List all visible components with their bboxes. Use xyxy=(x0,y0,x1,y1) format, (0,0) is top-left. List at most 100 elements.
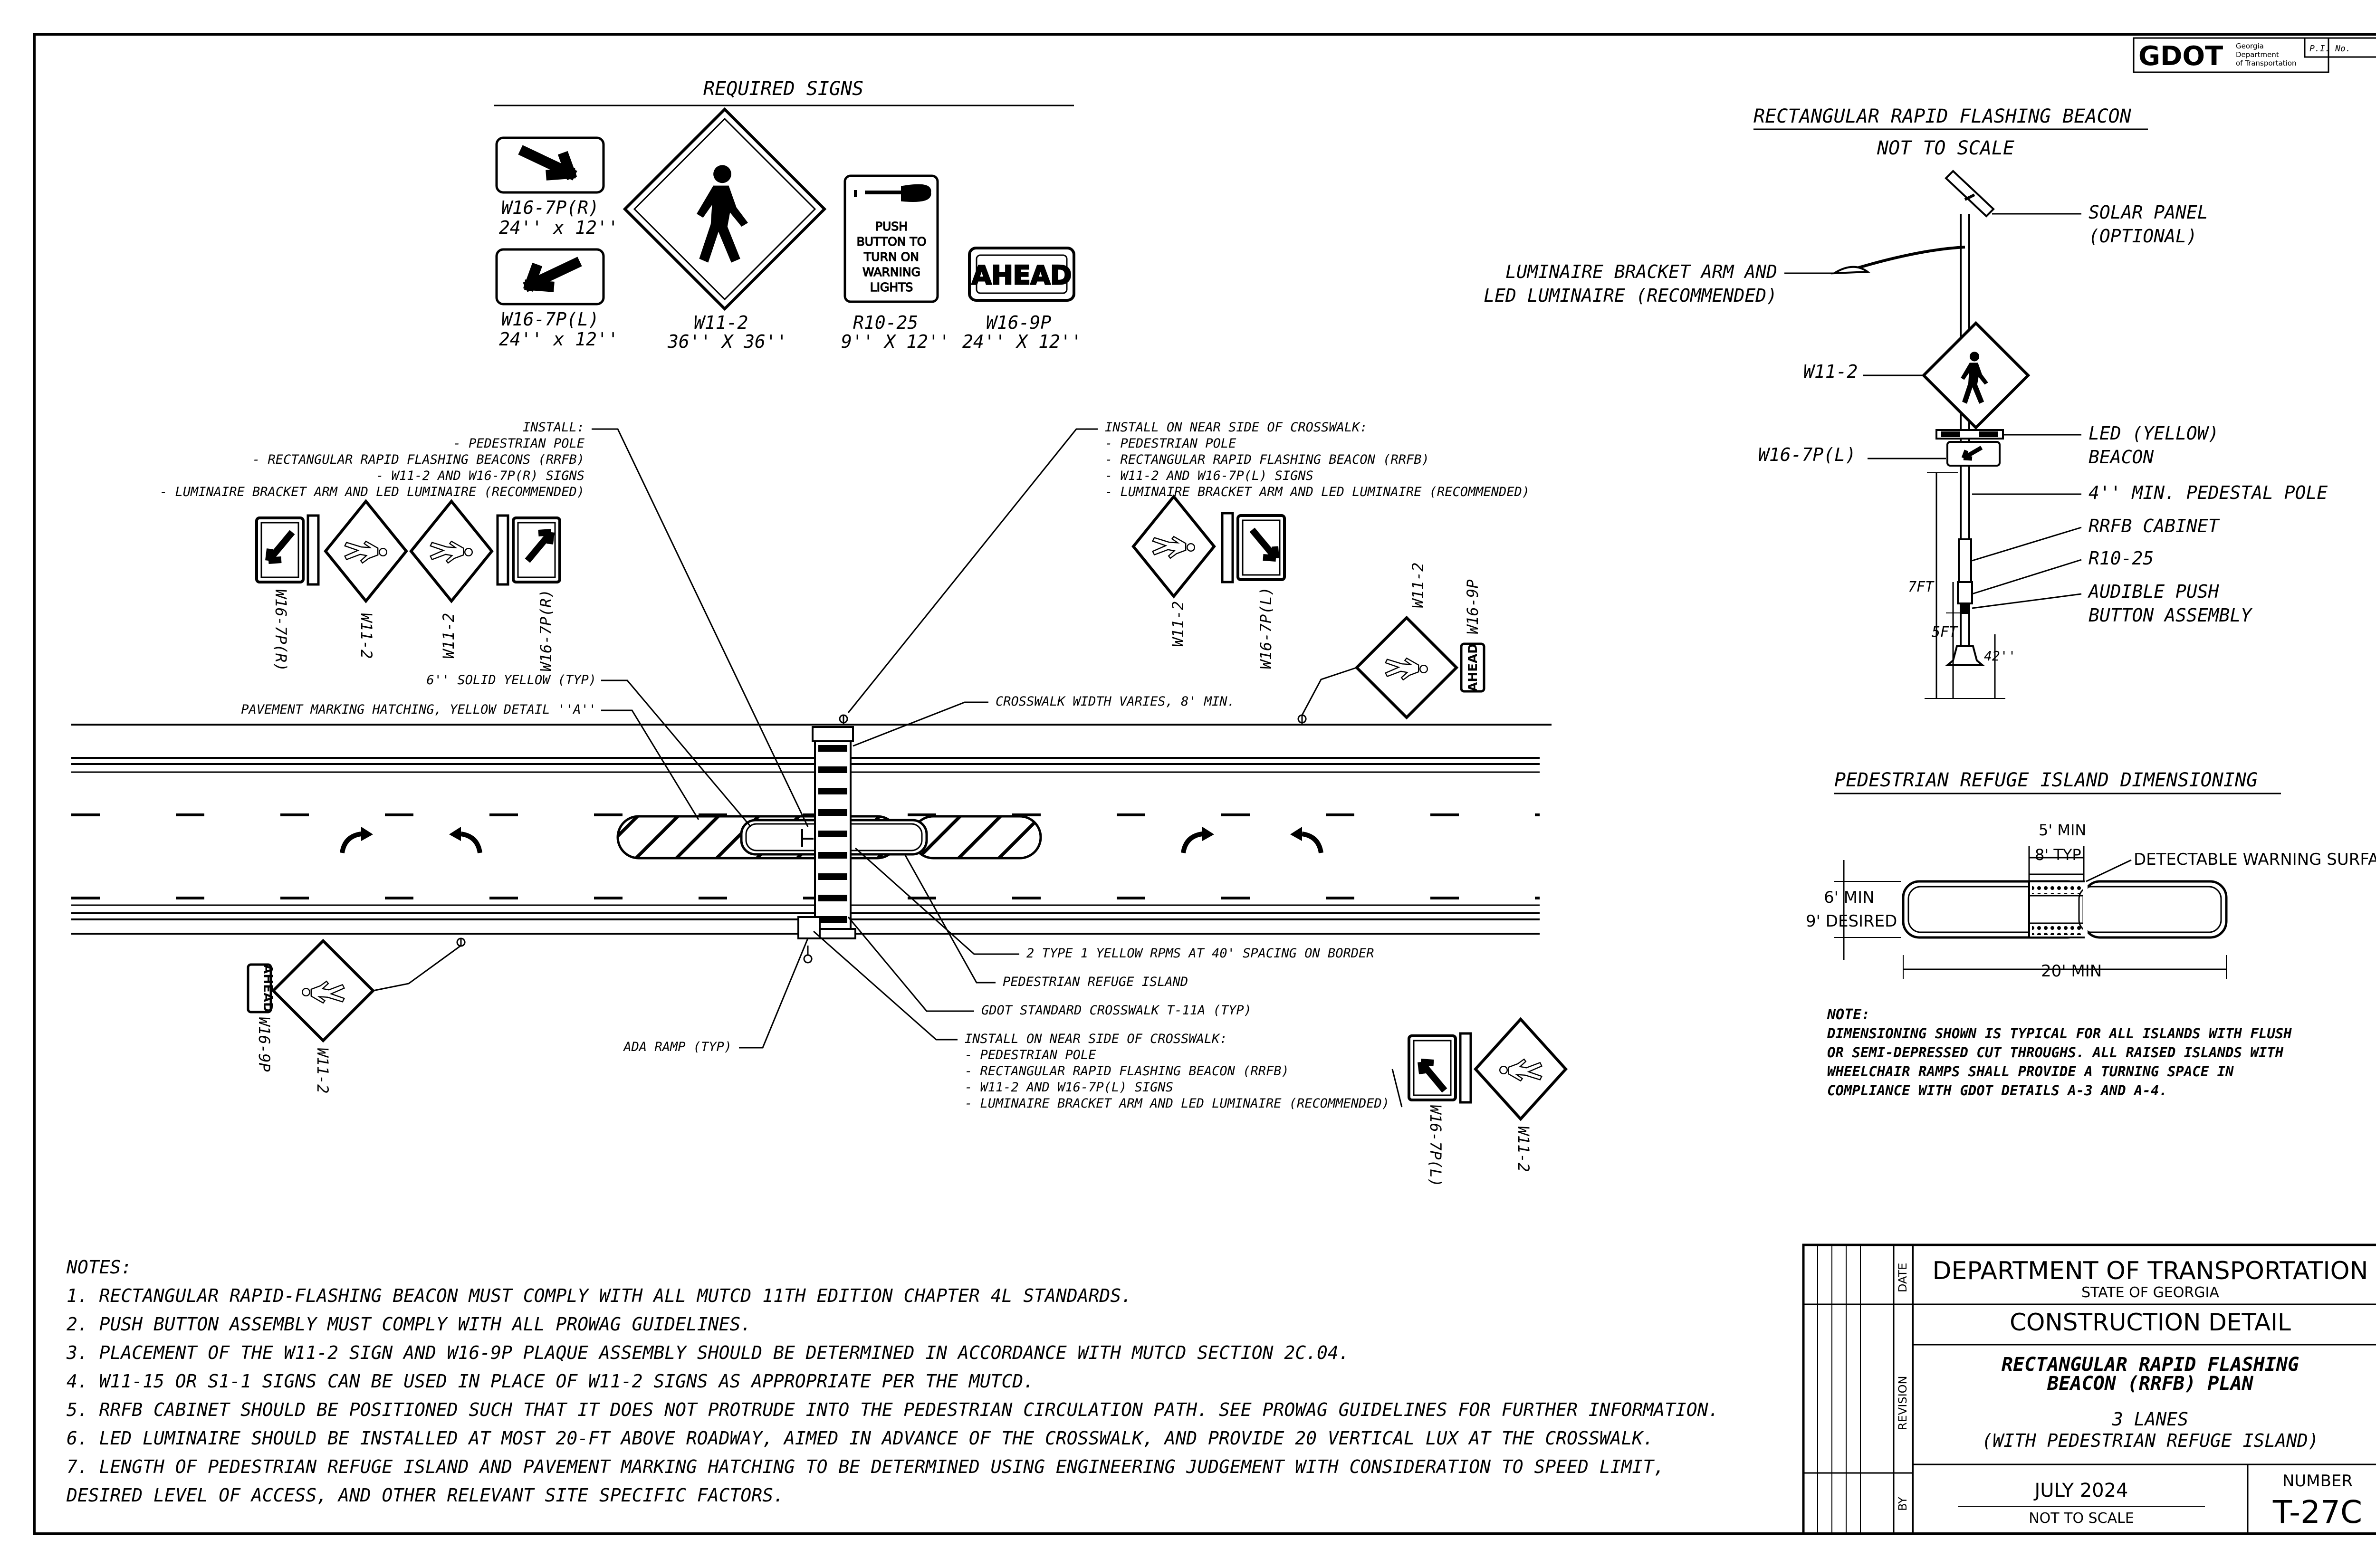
svg-text:CROSSWALK WIDTH VARIES, 8' MIN: CROSSWALK WIDTH VARIES, 8' MIN. xyxy=(996,694,1235,709)
svg-text:- W11-2 AND W16-7P(R) SIGNS: - W11-2 AND W16-7P(R) SIGNS xyxy=(376,468,584,483)
svg-text:W16-9P: W16-9P xyxy=(255,1017,273,1072)
svg-text:5FT: 5FT xyxy=(1932,624,1958,641)
svg-text:W16-7P(R): W16-7P(R) xyxy=(537,589,555,671)
svg-text:W11-2: W11-2 xyxy=(1169,601,1187,647)
svg-text:2 TYPE 1 YELLOW RPMS AT 40' SP: 2 TYPE 1 YELLOW RPMS AT 40' SPACING ON B… xyxy=(1026,946,1374,961)
svg-text:LED LUMINAIRE (RECOMMENDED): LED LUMINAIRE (RECOMMENDED) xyxy=(1484,285,1777,306)
sign-w16-9p: AHEAD W16-9P 24'' X 12'' xyxy=(962,247,1082,352)
svg-text:- RECTANGULAR RAPID FLASHING B: - RECTANGULAR RAPID FLASHING BEACON (RRF… xyxy=(1105,452,1429,467)
svg-text:W11-2: W11-2 xyxy=(1409,563,1427,608)
svg-text:W16-7P(L): W16-7P(L) xyxy=(1758,444,1856,465)
svg-text:GDOT: GDOT xyxy=(2138,41,2223,72)
svg-text:- PEDESTRIAN POLE: - PEDESTRIAN POLE xyxy=(453,436,585,451)
svg-text:SOLAR PANEL: SOLAR PANEL xyxy=(2089,202,2208,223)
svg-text:DETECTABLE WARNING SURFACE: DETECTABLE WARNING SURFACE xyxy=(2134,850,2376,869)
sign-w16-7pr: W16-7P(R) 24'' x 12'' xyxy=(495,136,619,238)
svg-text:2. PUSH BUTTON ASSEMBLY MUST C: 2. PUSH BUTTON ASSEMBLY MUST COMPLY WITH… xyxy=(67,1314,751,1335)
svg-text:DATE: DATE xyxy=(1896,1263,1909,1292)
svg-text:BUTTON ASSEMBLY: BUTTON ASSEMBLY xyxy=(2089,605,2253,626)
svg-text:ADA RAMP (TYP): ADA RAMP (TYP) xyxy=(623,1040,732,1054)
sign-w11-2: W11-2 36'' X 36'' xyxy=(623,107,827,352)
svg-text:W11-2: W11-2 xyxy=(1803,361,1858,382)
svg-text:BY: BY xyxy=(1896,1497,1909,1511)
svg-text:W16-9P: W16-9P xyxy=(986,312,1051,333)
title-dept: DEPARTMENT OF TRANSPORTATION xyxy=(1933,1257,2368,1285)
svg-text:5. RRFB CABINET SHOULD BE POSI: 5. RRFB CABINET SHOULD BE POSITIONED SUC… xyxy=(67,1399,1719,1420)
svg-text:- RECTANGULAR RAPID FLASHING B: - RECTANGULAR RAPID FLASHING BEACONS (RR… xyxy=(252,452,584,467)
svg-text:5' MIN: 5' MIN xyxy=(2039,821,2086,839)
svg-text:WARNING: WARNING xyxy=(862,265,920,279)
svg-text:42'': 42'' xyxy=(1984,648,2016,664)
svg-text:6' MIN: 6' MIN xyxy=(1824,888,1875,907)
svg-text:W16-7P(L): W16-7P(L) xyxy=(1427,1105,1445,1187)
svg-text:6'' SOLID YELLOW (TYP): 6'' SOLID YELLOW (TYP) xyxy=(426,673,596,688)
sign-r10-25: PUSH BUTTON TO TURN ON WARNING LIGHTS R1… xyxy=(841,174,950,352)
svg-text:(OPTIONAL): (OPTIONAL) xyxy=(2089,226,2197,247)
gdot-logo: GDOT Georgia Department of Transportatio… xyxy=(2133,37,2376,73)
svg-text:AHEAD: AHEAD xyxy=(260,964,275,1012)
svg-text:W16-7P(R): W16-7P(R) xyxy=(501,197,599,218)
drawing-number: T-27C xyxy=(2272,1494,2362,1530)
general-notes: NOTES: 1. RECTANGULAR RAPID-FLASHING BEA… xyxy=(66,1257,1719,1506)
rrfb-elevation-section: RECTANGULAR RAPID FLASHING BEACON NOT TO… xyxy=(1484,105,2328,699)
svg-text:AUDIBLE PUSH: AUDIBLE PUSH xyxy=(2088,581,2220,602)
svg-text:WHEELCHAIR RAMPS SHALL PROVIDE: WHEELCHAIR RAMPS SHALL PROVIDE A TURNING… xyxy=(1827,1063,2234,1080)
svg-text:NOTE:: NOTE: xyxy=(1827,1006,1870,1023)
svg-text:BUTTON TO: BUTTON TO xyxy=(857,235,927,249)
svg-text:NUMBER: NUMBER xyxy=(2282,1472,2353,1491)
svg-text:BEACON: BEACON xyxy=(2089,447,2154,468)
svg-text:RRFB CABINET: RRFB CABINET xyxy=(2089,516,2220,536)
svg-text:Georgia: Georgia xyxy=(2236,42,2264,50)
drawing-title: RECTANGULAR RAPID FLASHING xyxy=(2002,1354,2299,1376)
svg-text:4. W11-15 OR S1-1 SIGNS CAN BE: 4. W11-15 OR S1-1 SIGNS CAN BE USED IN P… xyxy=(67,1371,1034,1392)
svg-text:- RECTANGULAR RAPID FLASHING: - RECTANGULAR RAPID FLASHING BEACON (RRF… xyxy=(965,1064,1289,1079)
svg-text:PEDESTRIAN REFUGE ISLAND: PEDESTRIAN REFUGE ISLAND xyxy=(1003,975,1188,989)
svg-text:R10-25: R10-25 xyxy=(2089,548,2154,569)
plan-signs-top-right: W11-2 W16-7P(L) xyxy=(1131,494,1286,669)
svg-text:4'' MIN. PEDESTAL POLE: 4'' MIN. PEDESTAL POLE xyxy=(2089,482,2328,503)
svg-text:JULY 2024: JULY 2024 xyxy=(2033,1480,2128,1501)
plan-signs-bottom-left: AHEAD W16-9P W11-2 xyxy=(247,938,461,1093)
svg-text:W16-7P(L): W16-7P(L) xyxy=(501,309,599,330)
svg-text:REVISION: REVISION xyxy=(1896,1376,1909,1431)
svg-text:- PEDESTRIAN POLE: - PEDESTRIAN POLE xyxy=(965,1048,1096,1062)
sign-w16-7pl: W16-7P(L) 24'' x 12'' xyxy=(495,248,619,350)
svg-text:LED (YELLOW): LED (YELLOW) xyxy=(2089,423,2219,444)
svg-text:9' DESIRED: 9' DESIRED xyxy=(1806,912,1897,931)
svg-text:24'' x 12'': 24'' x 12'' xyxy=(499,217,619,238)
svg-text:INSTALL ON NEAR SIDE OF CROSSW: INSTALL ON NEAR SIDE OF CROSSWALK: xyxy=(965,1032,1227,1046)
svg-text:20' MIN: 20' MIN xyxy=(2041,962,2102,981)
svg-text:W11-2: W11-2 xyxy=(314,1048,332,1093)
svg-text:7FT: 7FT xyxy=(1908,579,1935,595)
svg-text:3 LANES: 3 LANES xyxy=(2112,1409,2188,1430)
svg-text:NOT TO SCALE: NOT TO SCALE xyxy=(1877,137,2014,159)
sheet-border xyxy=(33,33,2376,1535)
svg-text:DIMENSIONING SHOWN IS TYPICAL: DIMENSIONING SHOWN IS TYPICAL FOR ALL IS… xyxy=(1827,1025,2292,1042)
svg-text:PAVEMENT MARKING HATCHING, YEL: PAVEMENT MARKING HATCHING, YELLOW DETAIL… xyxy=(241,702,596,717)
svg-text:GDOT STANDARD CROSSWALK T-11A: GDOT STANDARD CROSSWALK T-11A (TYP) xyxy=(981,1003,1252,1018)
svg-text:NOTES:: NOTES: xyxy=(66,1257,132,1278)
svg-text:24'' X 12'': 24'' X 12'' xyxy=(962,331,1082,352)
svg-text:1. RECTANGULAR RAPID-FLASHING: 1. RECTANGULAR RAPID-FLASHING BEACON MUS… xyxy=(67,1285,1132,1306)
svg-text:DESIRED LEVEL OF ACCESS, AND O: DESIRED LEVEL OF ACCESS, AND OTHER RELEV… xyxy=(66,1485,784,1506)
required-signs-title: REQUIRED SIGNS xyxy=(703,78,863,100)
svg-text:36'' X 36'': 36'' X 36'' xyxy=(667,331,787,352)
svg-text:INSTALL ON NEAR SIDE OF CROSSW: INSTALL ON NEAR SIDE OF CROSSWALK: xyxy=(1105,420,1368,435)
plan-callouts: INSTALL: - PEDESTRIAN POLE - RECTANGULAR… xyxy=(160,420,1530,1111)
svg-text:of Transportation: of Transportation xyxy=(2236,59,2297,67)
plan-signs-top-left: W16-7P(R) W11-2 W11-2 W16-7P(R) xyxy=(255,499,561,671)
svg-text:NOT TO SCALE: NOT TO SCALE xyxy=(2029,1510,2134,1527)
svg-text:CONSTRUCTION DETAIL: CONSTRUCTION DETAIL xyxy=(2010,1309,2291,1336)
svg-text:TURN ON: TURN ON xyxy=(863,250,919,264)
svg-text:3. PLACEMENT OF THE W11-2 SIGN: 3. PLACEMENT OF THE W11-2 SIGN AND W16-9… xyxy=(66,1342,1350,1363)
svg-text:W11-2: W11-2 xyxy=(1514,1126,1533,1172)
svg-text:INSTALL:: INSTALL: xyxy=(523,420,584,435)
hatching-right xyxy=(911,815,1042,860)
svg-text:P.I. No.: P.I. No. xyxy=(2309,44,2351,54)
svg-text:(WITH PEDESTRIAN REFUGE ISLAND: (WITH PEDESTRIAN REFUGE ISLAND) xyxy=(1982,1430,2319,1451)
svg-text:BEACON (RRFB) PLAN: BEACON (RRFB) PLAN xyxy=(2047,1373,2253,1395)
svg-text:OR SEMI-DEPRESSED CUT THROUGHS: OR SEMI-DEPRESSED CUT THROUGHS. ALL RAIS… xyxy=(1827,1044,2284,1061)
svg-text:Department: Department xyxy=(2236,50,2279,59)
svg-text:- W11-2 AND W16-7P(L) SIGNS: - W11-2 AND W16-7P(L) SIGNS xyxy=(1105,468,1313,483)
